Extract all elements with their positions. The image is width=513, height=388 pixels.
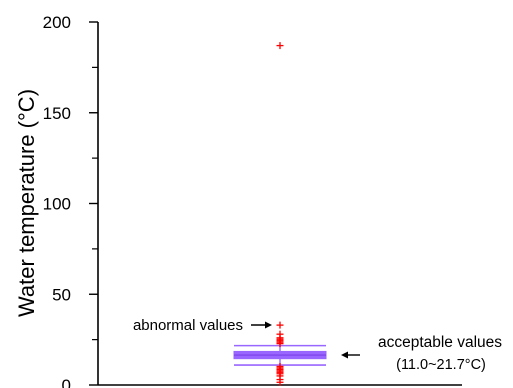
annotation-acceptable-arrowhead [341, 351, 348, 359]
annotations: abnormal values acceptable values (11.0~… [133, 317, 502, 373]
y-axis-label: Water temperature (°C) [14, 89, 39, 317]
y-tick-label: 200 [43, 13, 71, 32]
y-tick-label: 100 [43, 195, 71, 214]
y-tick-label: 50 [52, 285, 71, 304]
annotation-abnormal-values: abnormal values [133, 317, 243, 334]
y-axis-ticks [89, 21, 98, 386]
outlier-point [276, 340, 284, 348]
annotation-abnormal-arrowhead [265, 321, 272, 329]
outlier-point [276, 42, 284, 50]
box [233, 344, 327, 366]
outlier-point [276, 321, 284, 329]
y-tick-label: 0 [62, 376, 71, 388]
y-axis-tick-labels: 0 50 100 150 200 [43, 13, 71, 388]
annotation-acceptable-range: (11.0~21.7°C) [396, 357, 486, 373]
outlier-point [276, 378, 284, 386]
y-tick-label: 150 [43, 104, 71, 123]
outliers [276, 42, 284, 386]
annotation-acceptable-values: acceptable values [378, 334, 502, 351]
